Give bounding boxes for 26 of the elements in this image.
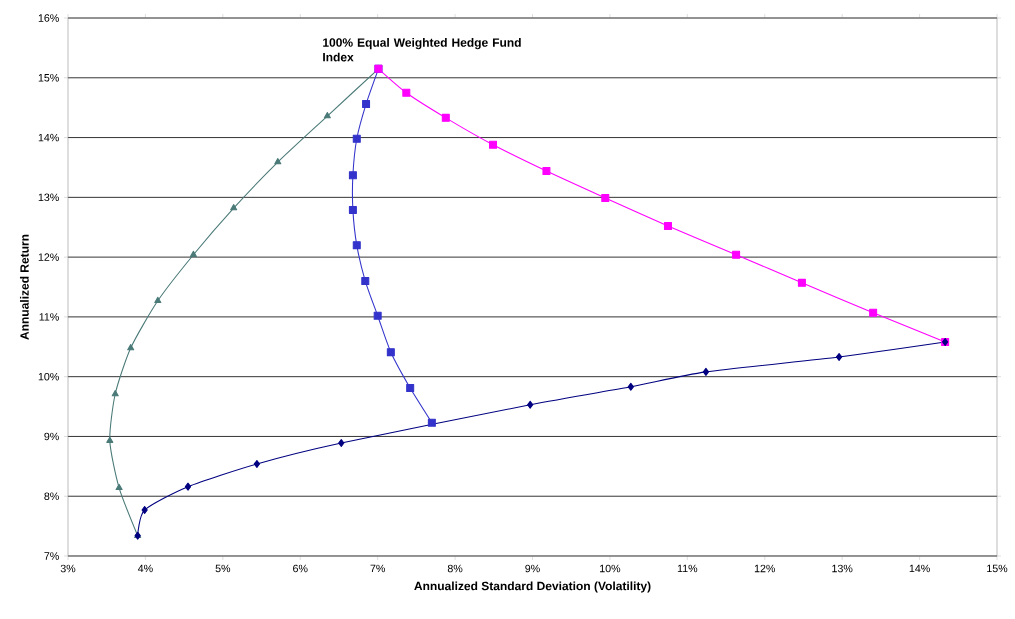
x-tick-label: 11% bbox=[677, 564, 698, 573]
x-tick-label: 4% bbox=[137, 564, 153, 573]
x-tick-label: 8% bbox=[447, 564, 463, 573]
x-tick-label: 6% bbox=[293, 564, 308, 573]
x-tick-label: 7% bbox=[370, 564, 385, 573]
y-axis-title: Annualized Return bbox=[19, 234, 29, 340]
y-tick-label: 13% bbox=[38, 193, 59, 202]
x-tick-label: 3% bbox=[60, 564, 76, 573]
y-tick-label: 16% bbox=[38, 14, 59, 22]
y-tick-label: 8% bbox=[44, 492, 59, 500]
x-tick-label: 9% bbox=[525, 564, 540, 573]
y-tick-label: 12% bbox=[38, 253, 59, 261]
x-tick-label: 14% bbox=[909, 564, 930, 573]
x-tick-label: 10% bbox=[600, 564, 621, 573]
annotation: 100% Equal Weighted Hedge Fund Index bbox=[323, 37, 521, 62]
x-tick-label: 12% bbox=[754, 564, 776, 573]
y-tick-label: 14% bbox=[38, 133, 59, 142]
x-axis-title: Annualized Standard Deviation (Volatility) bbox=[414, 581, 651, 593]
y-tick-label: 10% bbox=[38, 372, 59, 381]
x-tick-label: 5% bbox=[215, 564, 231, 573]
y-tick-label: 11% bbox=[39, 313, 59, 321]
y-tick-label: 9% bbox=[44, 432, 59, 441]
y-tick-label: 7% bbox=[44, 552, 59, 560]
y-tick-label: 15% bbox=[38, 74, 59, 82]
x-tick-label: 15% bbox=[987, 564, 1008, 573]
x-tick-label: 13% bbox=[832, 564, 853, 573]
